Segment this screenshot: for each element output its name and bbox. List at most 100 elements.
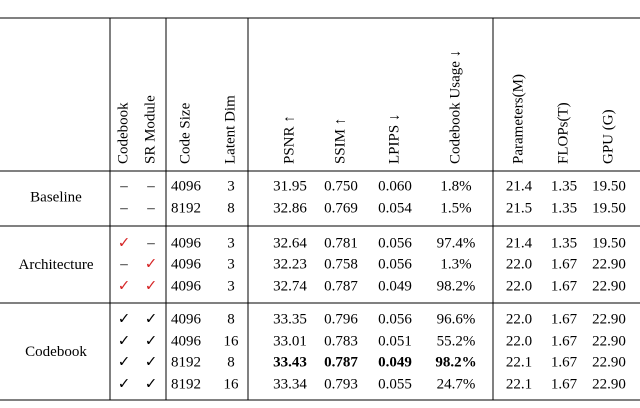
column-header: Parameters(M) [510,74,526,164]
column-header: LPIPS ↓ [386,114,402,164]
cell: 3 [227,278,235,294]
cell: 8192 [171,200,201,216]
column-header: GPU (G) [600,109,616,164]
cell: 0.796 [324,311,358,327]
cell: ✓ [118,278,131,294]
cell: 0.758 [324,256,358,272]
cell: 21.4 [506,235,533,251]
cell: 22.90 [592,333,626,349]
cell: 96.6% [437,311,476,327]
cell: 3 [227,178,235,194]
cell: 0.055 [378,376,412,392]
cell: 1.67 [551,354,578,370]
cell: ✓ [118,354,131,370]
cell: 0.049 [378,278,412,294]
cell: ✓ [118,235,131,251]
cell: 33.01 [273,333,307,349]
cell: 4096 [171,178,202,194]
cell: 33.43 [273,354,307,370]
cell: 97.4% [437,235,476,251]
cell: 98.2% [435,354,476,370]
column-header: Latent Dim [222,95,238,164]
cell: 0.783 [324,333,358,349]
cell: 22.0 [506,311,532,327]
cell: ✓ [145,376,158,392]
cell: 1.67 [551,333,578,349]
cell: 4096 [171,256,202,272]
cell: 32.74 [273,278,307,294]
cell: 22.90 [592,354,626,370]
cell: 0.051 [378,333,412,349]
cell: 22.0 [506,333,532,349]
cell: 19.50 [592,178,626,194]
cell: 3 [227,235,235,251]
cell: ✓ [145,311,158,327]
cell: 4096 [171,235,202,251]
cell: 22.1 [506,376,532,392]
cell: 1.35 [551,200,577,216]
cell: ✓ [118,376,131,392]
cell: – [146,200,155,216]
cell: – [146,235,155,251]
cell: 0.781 [324,235,358,251]
cell: 4096 [171,278,202,294]
cell: 8 [227,354,235,370]
cell: 1.8% [440,178,471,194]
cell: 21.4 [506,178,533,194]
cell: ✓ [118,311,131,327]
column-header: Codebook [115,102,131,164]
cell: 0.054 [378,200,412,216]
cell: 98.2% [437,278,476,294]
cell: 22.90 [592,278,626,294]
cell: ✓ [145,333,158,349]
cell: – [119,256,128,272]
cell: 0.049 [378,354,412,370]
cell: 1.5% [440,200,471,216]
cell: 0.750 [324,178,358,194]
cell: 21.5 [506,200,532,216]
cell: 8192 [171,376,201,392]
cell: 1.35 [551,235,577,251]
cell: 1.67 [551,376,578,392]
cell: 1.67 [551,311,578,327]
cell: 33.35 [273,311,307,327]
cell: 24.7% [437,376,476,392]
column-header: Codebook Usage ↓ [447,50,463,164]
cell: 1.67 [551,256,578,272]
cell: 0.056 [378,256,412,272]
cell: – [119,200,128,216]
cell: 22.0 [506,278,532,294]
cell: 19.50 [592,200,626,216]
cell: 55.2% [437,333,476,349]
cell: – [146,178,155,194]
cell: 0.787 [324,354,358,370]
cell: 4096 [171,333,202,349]
cell: 1.67 [551,278,578,294]
cell: – [119,178,128,194]
cell: 1.35 [551,178,577,194]
column-header: Code Size [177,102,193,164]
cell: 31.95 [273,178,307,194]
cell: 19.50 [592,235,626,251]
cell: 1.3% [440,256,471,272]
cell: 22.90 [592,256,626,272]
cell: 32.23 [273,256,307,272]
column-header: SR Module [142,95,158,164]
cell: 16 [224,333,240,349]
cell: 0.787 [324,278,358,294]
cell: 22.90 [592,376,626,392]
cell: 0.056 [378,235,412,251]
cell: 0.060 [378,178,412,194]
cell: ✓ [145,354,158,370]
column-header: FLOPs(T) [555,102,571,164]
cell: 0.056 [378,311,412,327]
cell: 16 [224,376,240,392]
cell: 22.1 [506,354,532,370]
cell: 32.86 [273,200,307,216]
cell: ✓ [145,256,158,272]
cell: 22.0 [506,256,532,272]
cell: 0.793 [324,376,358,392]
cell: 8 [227,311,235,327]
group-label: Codebook [25,344,87,360]
cell: ✓ [118,333,131,349]
